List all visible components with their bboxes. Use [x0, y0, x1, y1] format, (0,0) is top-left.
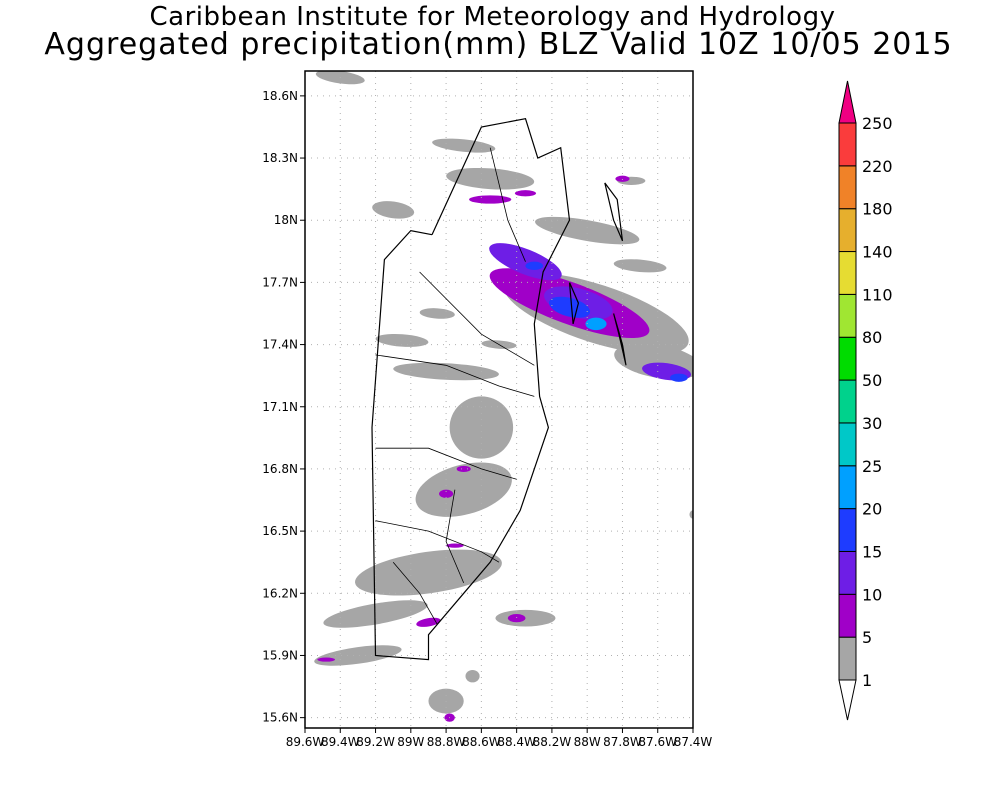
- precip-cell: [585, 317, 607, 331]
- lon-tick-label: 89.4W: [321, 735, 360, 749]
- lat-tick-label: 17.4N: [262, 338, 298, 352]
- colorbar-label: 1: [862, 671, 872, 690]
- colorbar-bottom-arrow: [838, 679, 857, 721]
- colorbar-label: 50: [862, 371, 882, 390]
- lat-tick-label: 17.1N: [262, 400, 298, 414]
- lon-tick-label: 88.2W: [533, 735, 572, 749]
- colorbar-label: 180: [862, 200, 893, 219]
- lat-tick-label: 16.2N: [262, 586, 298, 600]
- country-outline: [371, 118, 571, 661]
- colorbar-segment: [838, 165, 857, 210]
- precip-cell: [446, 543, 464, 548]
- lat-tick-label: 17.7N: [262, 275, 298, 289]
- axis-ticks: 18.6N 18.3N 18N 17.7N 17.4N 17.1N 16.8N 16.5N 16…: [262, 89, 712, 749]
- precip-cell: [535, 216, 640, 245]
- precip-cell: [432, 138, 496, 153]
- colorbar-label: 140: [862, 243, 893, 262]
- district-boundary: [489, 147, 526, 262]
- precip-cell: [323, 600, 428, 628]
- colorbar-label: 15: [862, 542, 882, 561]
- lat-tick-label: 18.3N: [262, 151, 298, 165]
- colorbar-segment: [838, 508, 857, 552]
- plot-frame: [304, 70, 694, 729]
- colorbar-segment: [838, 336, 857, 381]
- precip-cell: [613, 259, 667, 273]
- precip-cell: [507, 614, 526, 623]
- precip-cell: [689, 510, 693, 519]
- colorbar-label: 5: [862, 628, 872, 647]
- lat-tick-label: 15.9N: [262, 648, 298, 662]
- district-boundary: [392, 561, 438, 625]
- precip-cell: [469, 195, 512, 204]
- lat-tick-label: 16.5N: [262, 524, 298, 538]
- precip-cell: [456, 465, 471, 473]
- lat-tick-label: 15.6N: [262, 711, 298, 725]
- precip-cell: [372, 201, 415, 219]
- lon-tick-label: 87.8W: [603, 735, 642, 749]
- precip-cell: [525, 261, 544, 270]
- boundary-layer: [371, 118, 627, 661]
- colorbar-label: 30: [862, 414, 882, 433]
- colorbar-label: 25: [862, 457, 882, 476]
- lat-tick-label: 18.6N: [262, 89, 298, 103]
- precip-cell: [615, 175, 630, 182]
- colorbar-label: 250: [862, 114, 893, 133]
- district-boundary: [375, 354, 535, 397]
- district-boundary: [375, 447, 517, 480]
- colorbar-segment: [838, 422, 857, 467]
- precip-cell: [446, 167, 535, 190]
- precip-cell: [314, 645, 402, 666]
- lon-tick-label: 88.4W: [497, 735, 536, 749]
- colorbar-label: 10: [862, 585, 882, 604]
- precip-cell: [465, 669, 480, 683]
- district-boundary: [445, 489, 465, 584]
- map-title-product: Aggregated precipitation(mm) BLZ Valid 1…: [44, 27, 953, 62]
- colorbar-segment: [838, 208, 857, 253]
- precip-cell: [375, 333, 429, 347]
- precip-cell: [449, 396, 514, 459]
- caye-outline: [604, 182, 624, 242]
- lon-tick-label: 87.4W: [674, 735, 713, 749]
- precip-cell: [670, 373, 688, 382]
- lon-tick-label: 89.6W: [286, 735, 325, 749]
- precip-cell: [317, 657, 335, 662]
- precip-cell: [419, 308, 455, 319]
- colorbar-segment: [838, 636, 857, 681]
- colorbar-label: 220: [862, 157, 893, 176]
- colorbar-top-arrow: [838, 80, 857, 124]
- colorbar-segment: [838, 465, 857, 510]
- precip-cell: [439, 489, 454, 498]
- precip-cell: [548, 296, 591, 318]
- colorbar-label: 80: [862, 328, 882, 347]
- caye-outline: [613, 313, 627, 366]
- lon-tick-label: 87.6W: [638, 735, 677, 749]
- lat-tick-label: 16.8N: [262, 462, 298, 476]
- lon-tick-label: 89W: [397, 735, 424, 749]
- colorbar-label: 110: [862, 285, 893, 304]
- colorbar-segment: [838, 379, 857, 424]
- precip-cell: [415, 462, 512, 517]
- precipitation-layer: [314, 71, 693, 722]
- lon-tick-label: 88.8W: [427, 735, 466, 749]
- colorbar-segment: [838, 251, 857, 295]
- colorbar-segment: [838, 122, 857, 167]
- plot-area: [304, 70, 694, 729]
- colorbar-segment: [838, 293, 857, 338]
- precip-cell: [355, 549, 502, 596]
- district-boundary: [375, 520, 500, 563]
- colorbar-segment: [838, 593, 857, 638]
- lon-tick-label: 88W: [574, 735, 601, 749]
- lat-tick-label: 18N: [274, 213, 298, 227]
- district-boundary: [419, 271, 535, 366]
- lon-tick-label: 89.2W: [356, 735, 395, 749]
- colorbar-label: 20: [862, 500, 882, 519]
- precip-cell: [514, 190, 537, 197]
- lon-tick-label: 88.6W: [462, 735, 501, 749]
- caye-outline: [568, 282, 580, 325]
- colorbar-segment: [838, 550, 857, 595]
- map-title-org: Caribbean Institute for Meteorology and …: [149, 2, 836, 32]
